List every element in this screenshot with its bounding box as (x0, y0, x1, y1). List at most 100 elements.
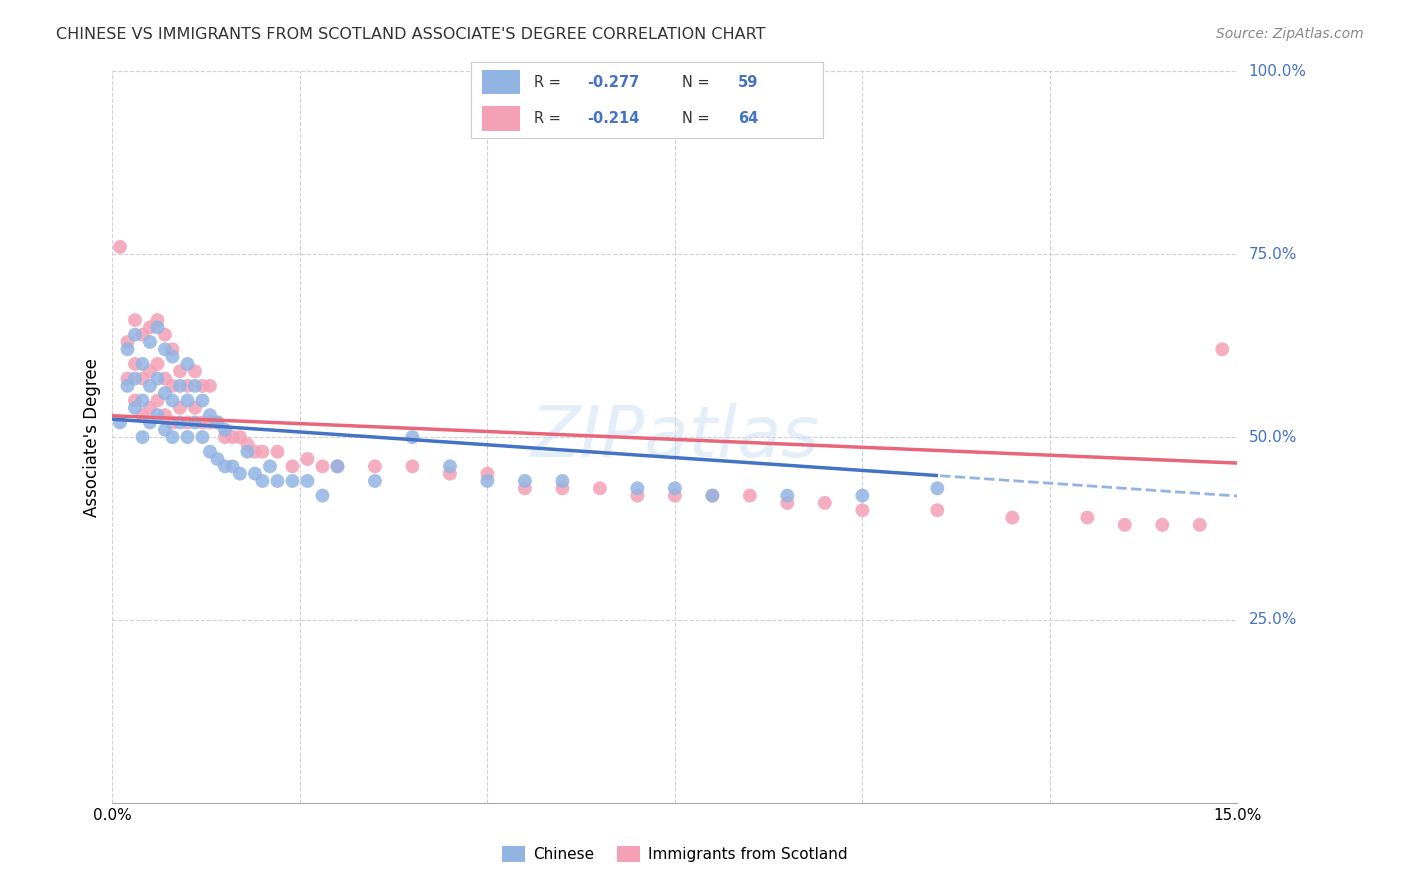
Point (184, 379, 207, 393)
Text: Source: ZipAtlas.com: Source: ZipAtlas.com (1216, 27, 1364, 41)
Point (162, 430, 184, 444)
Point (162, 350, 184, 364)
Point (153, 343, 176, 357)
Point (131, 327, 153, 342)
Point (738, 489, 761, 503)
Point (131, 408, 153, 422)
Point (311, 489, 333, 503)
Point (146, 393, 169, 408)
Point (117, 371, 139, 385)
Point (814, 496, 837, 510)
Point (1211, 343, 1233, 357)
Point (477, 474, 499, 488)
Text: 75.0%: 75.0% (1249, 247, 1296, 261)
Point (198, 444, 221, 458)
Point (131, 357, 153, 371)
Point (851, 503, 873, 517)
Point (191, 393, 214, 408)
Point (513, 474, 536, 488)
Text: N =: N = (682, 111, 714, 126)
Point (108, 416, 131, 430)
Point (176, 430, 198, 444)
Text: 25.0%: 25.0% (1249, 613, 1296, 627)
Point (401, 459, 423, 474)
Point (702, 489, 724, 503)
Point (169, 416, 191, 430)
Point (364, 474, 387, 488)
Point (281, 474, 304, 488)
Point (551, 481, 574, 495)
Point (176, 357, 198, 371)
Point (139, 364, 162, 378)
Point (124, 393, 146, 408)
Point (162, 343, 184, 357)
Text: 64: 64 (738, 111, 758, 126)
Point (117, 334, 139, 349)
Point (214, 430, 236, 444)
Point (1001, 510, 1024, 524)
Point (252, 444, 274, 458)
Point (139, 379, 162, 393)
Point (477, 467, 499, 481)
Point (927, 503, 949, 517)
Point (297, 452, 319, 467)
Point (124, 371, 146, 385)
Text: N =: N = (682, 75, 714, 90)
Point (326, 459, 349, 474)
Text: R =: R = (534, 75, 565, 90)
Point (169, 401, 191, 415)
Point (626, 481, 648, 495)
Point (146, 408, 169, 422)
Point (1188, 517, 1211, 532)
Point (243, 444, 266, 458)
Point (139, 320, 162, 334)
Point (236, 444, 259, 458)
Point (124, 401, 146, 415)
Point (153, 423, 176, 437)
Point (243, 467, 266, 481)
Point (117, 379, 139, 393)
Point (146, 371, 169, 385)
Point (266, 444, 288, 458)
Point (162, 379, 184, 393)
Point (124, 327, 146, 342)
Point (191, 430, 214, 444)
Point (117, 343, 139, 357)
Text: 59: 59 (738, 75, 758, 90)
Point (146, 357, 169, 371)
Point (124, 313, 146, 327)
Legend: Chinese, Immigrants from Scotland: Chinese, Immigrants from Scotland (496, 840, 853, 868)
Point (162, 416, 184, 430)
Point (513, 481, 536, 495)
Point (1076, 510, 1098, 524)
Point (589, 481, 612, 495)
Point (281, 459, 304, 474)
Point (198, 379, 221, 393)
Point (153, 371, 176, 385)
Point (139, 416, 162, 430)
Point (439, 467, 461, 481)
Point (927, 481, 949, 495)
Point (198, 408, 221, 422)
Text: R =: R = (534, 111, 565, 126)
Point (191, 379, 214, 393)
Point (207, 416, 229, 430)
Point (626, 489, 648, 503)
Point (664, 481, 686, 495)
Text: ZIPatlas: ZIPatlas (530, 402, 820, 472)
Point (776, 489, 799, 503)
Point (252, 474, 274, 488)
Point (108, 240, 131, 254)
Point (169, 364, 191, 378)
Point (364, 459, 387, 474)
Point (221, 459, 243, 474)
Text: 50.0%: 50.0% (1249, 430, 1296, 444)
Point (139, 334, 162, 349)
Point (176, 393, 198, 408)
Text: CHINESE VS IMMIGRANTS FROM SCOTLAND ASSOCIATE'S DEGREE CORRELATION CHART: CHINESE VS IMMIGRANTS FROM SCOTLAND ASSO… (56, 27, 766, 42)
Point (326, 459, 349, 474)
Point (266, 474, 288, 488)
Point (439, 459, 461, 474)
Text: -0.277: -0.277 (588, 75, 640, 90)
Point (236, 437, 259, 451)
